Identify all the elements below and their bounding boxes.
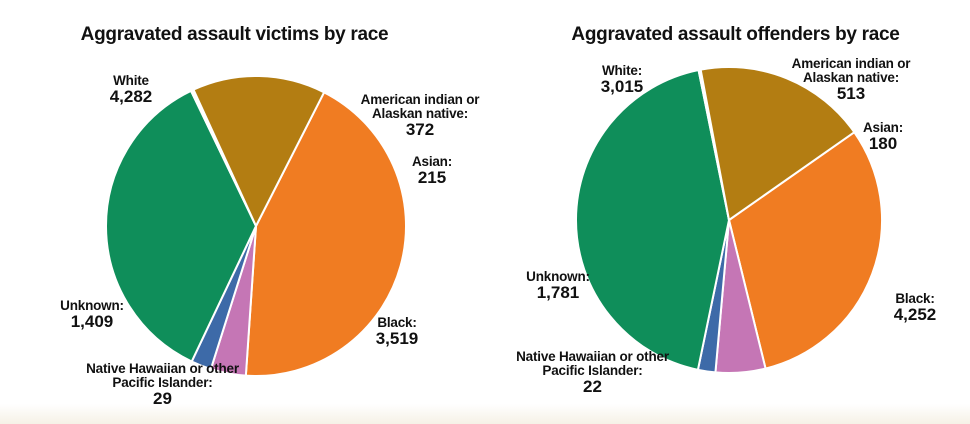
label-white: White: 3,015 bbox=[577, 63, 667, 97]
slice-value: 3,015 bbox=[600, 77, 644, 97]
label-unknown: Unknown: 1,781 bbox=[518, 269, 598, 303]
label-unknown: Unknown: 1,409 bbox=[52, 298, 132, 332]
slice-label: White bbox=[113, 73, 149, 88]
slice-label: Asian: bbox=[411, 154, 453, 169]
slice-label: American indian or Alaskan native: bbox=[791, 56, 911, 86]
pie-slice-unknown bbox=[699, 66, 856, 221]
slice-value: 372 bbox=[405, 120, 435, 140]
pie-slice-unknown bbox=[192, 75, 326, 227]
chart-title: Aggravated assault victims by race bbox=[80, 24, 389, 45]
pie-slice-white bbox=[728, 131, 883, 370]
slice-label: Asian: bbox=[862, 120, 904, 135]
label-black: Black: 4,252 bbox=[875, 291, 955, 325]
pie-slice-white bbox=[244, 91, 407, 377]
label-black: Black: 3,519 bbox=[357, 315, 437, 349]
label-white: White 4,282 bbox=[86, 73, 176, 107]
pie-slice-black bbox=[575, 69, 730, 371]
slice-value: 1,409 bbox=[70, 312, 114, 332]
slice-value: 4,282 bbox=[109, 87, 153, 107]
slice-value: 29 bbox=[153, 389, 172, 409]
slice-value: 215 bbox=[417, 168, 447, 188]
slice-value: 513 bbox=[836, 84, 866, 104]
slice-label: Black: bbox=[895, 291, 935, 306]
pie-slice-black bbox=[105, 89, 257, 363]
slice-label: American indian or Alaskan native: bbox=[360, 92, 480, 122]
slice-value: 22 bbox=[583, 377, 602, 397]
label-asian: Asian: 215 bbox=[402, 154, 462, 188]
offenders-pie-chart bbox=[575, 66, 883, 374]
slice-value: 3,519 bbox=[375, 329, 419, 349]
bottom-fade bbox=[0, 404, 970, 424]
chart-title: Aggravated assault offenders by race bbox=[571, 24, 900, 45]
victims-chart-panel: Aggravated assault victims by race White… bbox=[52, 24, 479, 409]
slice-label: Native Hawaiian or other Pacific Islande… bbox=[516, 349, 669, 379]
slice-value: 1,781 bbox=[536, 283, 580, 303]
slice-label: Native Hawaiian or other Pacific Islande… bbox=[86, 361, 239, 391]
label-native-hawaiian: Native Hawaiian or other Pacific Islande… bbox=[510, 349, 675, 397]
label-american-indian: American indian or Alaskan native: 372 bbox=[350, 92, 490, 140]
victims-pie-chart bbox=[105, 75, 407, 377]
offenders-chart-panel: Aggravated assault offenders by race Whi… bbox=[485, 0, 970, 424]
slice-value: 180 bbox=[868, 134, 898, 154]
label-asian: Asian: 180 bbox=[853, 120, 913, 154]
label-american-indian: American indian or Alaskan native: 513 bbox=[781, 56, 921, 104]
slice-label: Unknown: bbox=[60, 298, 124, 313]
slice-label: White: bbox=[601, 63, 643, 78]
slice-label: Unknown: bbox=[526, 269, 590, 284]
slice-label: Black: bbox=[377, 315, 417, 330]
slice-value: 4,252 bbox=[893, 305, 937, 325]
label-native-hawaiian: Native Hawaiian or other Pacific Islande… bbox=[80, 361, 245, 409]
